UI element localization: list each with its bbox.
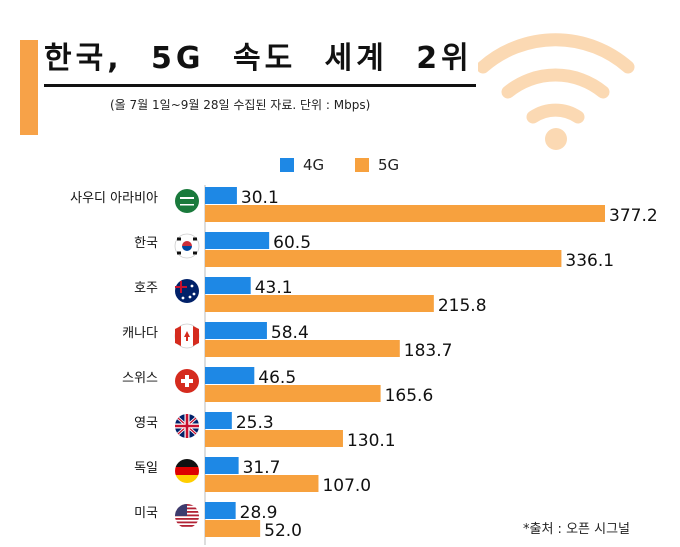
value-label-5g: 107.0 <box>322 476 371 496</box>
germany-flag-icon <box>175 459 199 483</box>
legend-item-4g: 4G <box>280 156 324 174</box>
legend-item-5g: 5G <box>354 156 400 174</box>
united-kingdom-flag-icon <box>175 414 199 438</box>
bar-5g <box>205 295 434 312</box>
bar-4g <box>205 412 232 429</box>
chart-subtitle: (올 7월 1일~9월 28일 수집된 자료. 단위 : Mbps) <box>110 98 371 112</box>
value-label-5g: 377.2 <box>609 206 658 226</box>
category-label: 독일 <box>134 461 158 476</box>
bar-4g <box>205 457 239 474</box>
value-label-4g: 58.4 <box>271 323 309 343</box>
bar-4g <box>205 277 251 294</box>
category-label: 호주 <box>134 281 158 296</box>
category-label: 영국 <box>134 416 158 431</box>
value-label-4g: 28.9 <box>240 503 278 523</box>
value-label-5g: 165.6 <box>385 386 434 406</box>
bar-4g <box>205 502 236 519</box>
legend-swatch-5g <box>354 158 369 172</box>
value-label-4g: 43.1 <box>255 278 293 298</box>
saudi-arabia-flag-icon <box>175 189 199 213</box>
bar-5g <box>205 205 605 222</box>
source-note: *출처 : 오픈 시그널 <box>523 522 630 537</box>
wifi-icon <box>478 33 635 150</box>
value-label-5g: 215.8 <box>438 296 487 316</box>
south-korea-flag-icon <box>174 233 200 259</box>
value-label-4g: 46.5 <box>258 368 296 388</box>
legend-label-4g: 4G <box>303 156 325 174</box>
category-label: 사우디 아라비아 <box>70 191 158 206</box>
switzerland-flag-icon <box>175 369 199 393</box>
title-underline: 한국, 5G 속도 세계 2위 <box>44 34 476 87</box>
category-label: 미국 <box>134 506 158 521</box>
legend-swatch-4g <box>280 158 294 172</box>
category-label: 한국 <box>134 236 158 251</box>
bar-4g <box>205 322 267 339</box>
value-label-5g: 183.7 <box>404 341 453 361</box>
title-accent-bar <box>20 40 38 135</box>
bar-4g <box>205 367 255 384</box>
value-label-5g: 130.1 <box>347 431 396 451</box>
category-label: 캐나다 <box>122 326 158 341</box>
category-label: 스위스 <box>122 371 158 386</box>
legend: 4G 5G <box>280 156 425 176</box>
united-states-flag-icon <box>175 504 199 528</box>
chart-title: 한국, 5G 속도 세계 2위 <box>44 41 473 76</box>
bar-5g <box>205 520 261 537</box>
bar-4g <box>205 187 237 204</box>
bar-5g <box>205 430 343 447</box>
value-label-4g: 60.5 <box>273 233 311 253</box>
value-label-5g: 336.1 <box>565 251 614 271</box>
bar-5g <box>205 250 562 267</box>
bar-5g <box>205 340 400 357</box>
canada-flag-icon <box>174 323 200 349</box>
value-label-4g: 31.7 <box>243 458 281 478</box>
value-label-5g: 52.0 <box>264 521 302 541</box>
value-label-4g: 25.3 <box>236 413 274 433</box>
australia-flag-icon <box>175 279 199 303</box>
legend-label-5g: 5G <box>377 156 400 174</box>
bar-5g <box>205 475 319 492</box>
value-label-4g: 30.1 <box>241 188 279 208</box>
bar-5g <box>205 385 381 402</box>
bar-4g <box>205 232 270 249</box>
